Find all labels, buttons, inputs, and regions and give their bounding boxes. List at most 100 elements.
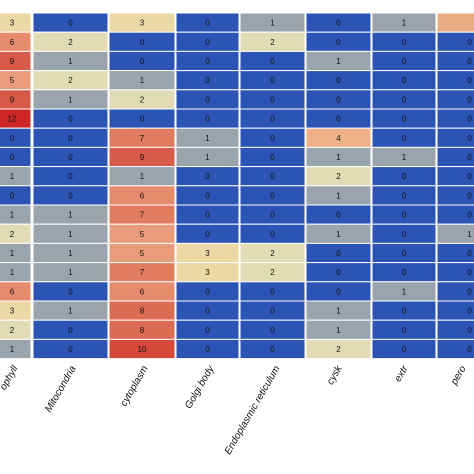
cell-value-label: 2 [68, 76, 73, 85]
cell-value-label: 0 [205, 211, 210, 220]
cell-value-label: 0 [467, 345, 472, 354]
cell-value-label: 0 [270, 153, 275, 162]
cell-value-label: 0 [402, 307, 407, 316]
cell-value-label: 0 [205, 38, 210, 47]
cell-value-label: 0 [402, 76, 407, 85]
cell-value-label: 0 [68, 287, 73, 296]
heatmap-cell [0, 223, 32, 244]
heatmap-cell [108, 338, 176, 360]
cell-value-label: 0 [467, 134, 472, 143]
cell-value-label: 0 [270, 76, 275, 85]
heatmap-cell [0, 50, 32, 72]
cell-value-label: 1 [205, 134, 210, 143]
cell-value-label: 0 [402, 38, 407, 47]
cell-value-label: 0 [467, 57, 472, 66]
cell-value-label: 0 [270, 287, 275, 296]
cell-value-label: 0 [10, 153, 15, 162]
cell-value-label: 0 [68, 326, 73, 335]
cell-value-label: 0 [402, 172, 407, 181]
heatmap-cell [0, 204, 32, 225]
heatmap-cell [0, 146, 32, 168]
cell-value-label: 0 [467, 191, 472, 200]
cell-value-label: 0 [68, 345, 73, 354]
cell-value-label: 6 [10, 287, 15, 296]
cell-value-label: 8 [140, 326, 145, 335]
cell-value-label: 6 [10, 38, 15, 47]
cell-value-label: 0 [205, 57, 210, 66]
heatmap-cell [0, 319, 32, 340]
cell-value-label: 2 [270, 38, 275, 47]
cell-value-label: 0 [402, 115, 407, 124]
heatmap-cell [0, 70, 32, 91]
column-label: ophyll [0, 363, 21, 392]
cell-value-label: 0 [205, 95, 210, 104]
cell-value-label: 0 [205, 345, 210, 354]
cell-value-label: 0 [270, 230, 275, 239]
heatmap-cell [0, 89, 32, 110]
cell-value-label: 1 [402, 287, 407, 296]
cell-value-label: 9 [10, 95, 15, 104]
cell-value-label: 0 [140, 57, 145, 66]
column-label: Endoplasmic reticulum [223, 364, 283, 457]
heatmap-cell [0, 127, 32, 148]
cell-value-label: 2 [10, 230, 15, 239]
cell-value-label: 0 [270, 57, 275, 66]
cell-value-label: 0 [270, 95, 275, 104]
cell-value-label: 1 [205, 153, 210, 162]
cell-value-label: 6 [140, 287, 145, 296]
cell-value-label: 0 [270, 307, 275, 316]
cell-value-label: 1 [336, 326, 341, 335]
cell-value-label: 2 [10, 326, 15, 335]
cell-value-label: 6 [140, 191, 145, 200]
cell-value-label: 0 [10, 134, 15, 143]
heatmap-cell [32, 338, 109, 360]
cell-value-label: 1 [467, 230, 472, 239]
heatmap-cells: 3 0 3 0 1 0 16 2 0 0 2 0 0 09 1 0 0 0 1 0 05 2 1 0 0 0 0 09 1 2 0 0 0 0 01… [0, 12, 474, 360]
cell-value-label: 3 [10, 307, 15, 316]
cell-value-label: 0 [402, 134, 407, 143]
cell-value-label: 0 [467, 249, 472, 258]
cell-value-label: 7 [140, 268, 145, 277]
cell-value-label: 0 [205, 326, 210, 335]
heatmap-cell [0, 242, 32, 264]
heatmap-cell [436, 12, 474, 33]
heatmap-cell [0, 12, 32, 33]
cell-value-label: 0 [402, 249, 407, 258]
cell-value-label: 2 [140, 95, 145, 104]
cell-value-label: 1 [336, 307, 341, 316]
cell-value-label: 0 [336, 19, 341, 28]
cell-value-label: 1 [10, 268, 15, 277]
cell-value-label: 5 [140, 230, 145, 239]
heatmap-cell [0, 262, 32, 283]
column-label: pero [449, 364, 469, 388]
cell-value-label: 5 [140, 249, 145, 258]
cell-value-label: 0 [270, 211, 275, 220]
cell-value-label: 0 [336, 249, 341, 258]
cell-value-label: 4 [336, 134, 341, 143]
cell-value-label: 0 [402, 230, 407, 239]
heatmap-cell [175, 338, 240, 360]
cell-value-label: 0 [402, 57, 407, 66]
heatmap-cell [239, 338, 306, 360]
column-label: cysk [325, 363, 345, 387]
cell-value-label: 7 [140, 211, 145, 220]
cell-value-label: 3 [10, 19, 15, 28]
cell-value-label: 0 [467, 115, 472, 124]
cell-value-label: 0 [336, 95, 341, 104]
cell-value-label: 0 [467, 211, 472, 220]
cell-value-label: 0 [68, 191, 73, 200]
cell-value-label: 0 [68, 19, 73, 28]
cell-value-label: 1 [68, 95, 73, 104]
cell-value-label: 0 [467, 38, 472, 47]
cell-value-label: 0 [205, 307, 210, 316]
cell-value-label: 0 [402, 95, 407, 104]
cell-value-label: 1 [140, 76, 145, 85]
cell-value-label: 0 [205, 76, 210, 85]
column-label: Mitocondria [43, 364, 79, 415]
cell-value-label: 0 [68, 153, 73, 162]
cell-value-label: 0 [402, 345, 407, 354]
cell-value-label: 0 [336, 211, 341, 220]
cell-value-label: 5 [10, 76, 15, 85]
cell-value-label: 0 [205, 230, 210, 239]
